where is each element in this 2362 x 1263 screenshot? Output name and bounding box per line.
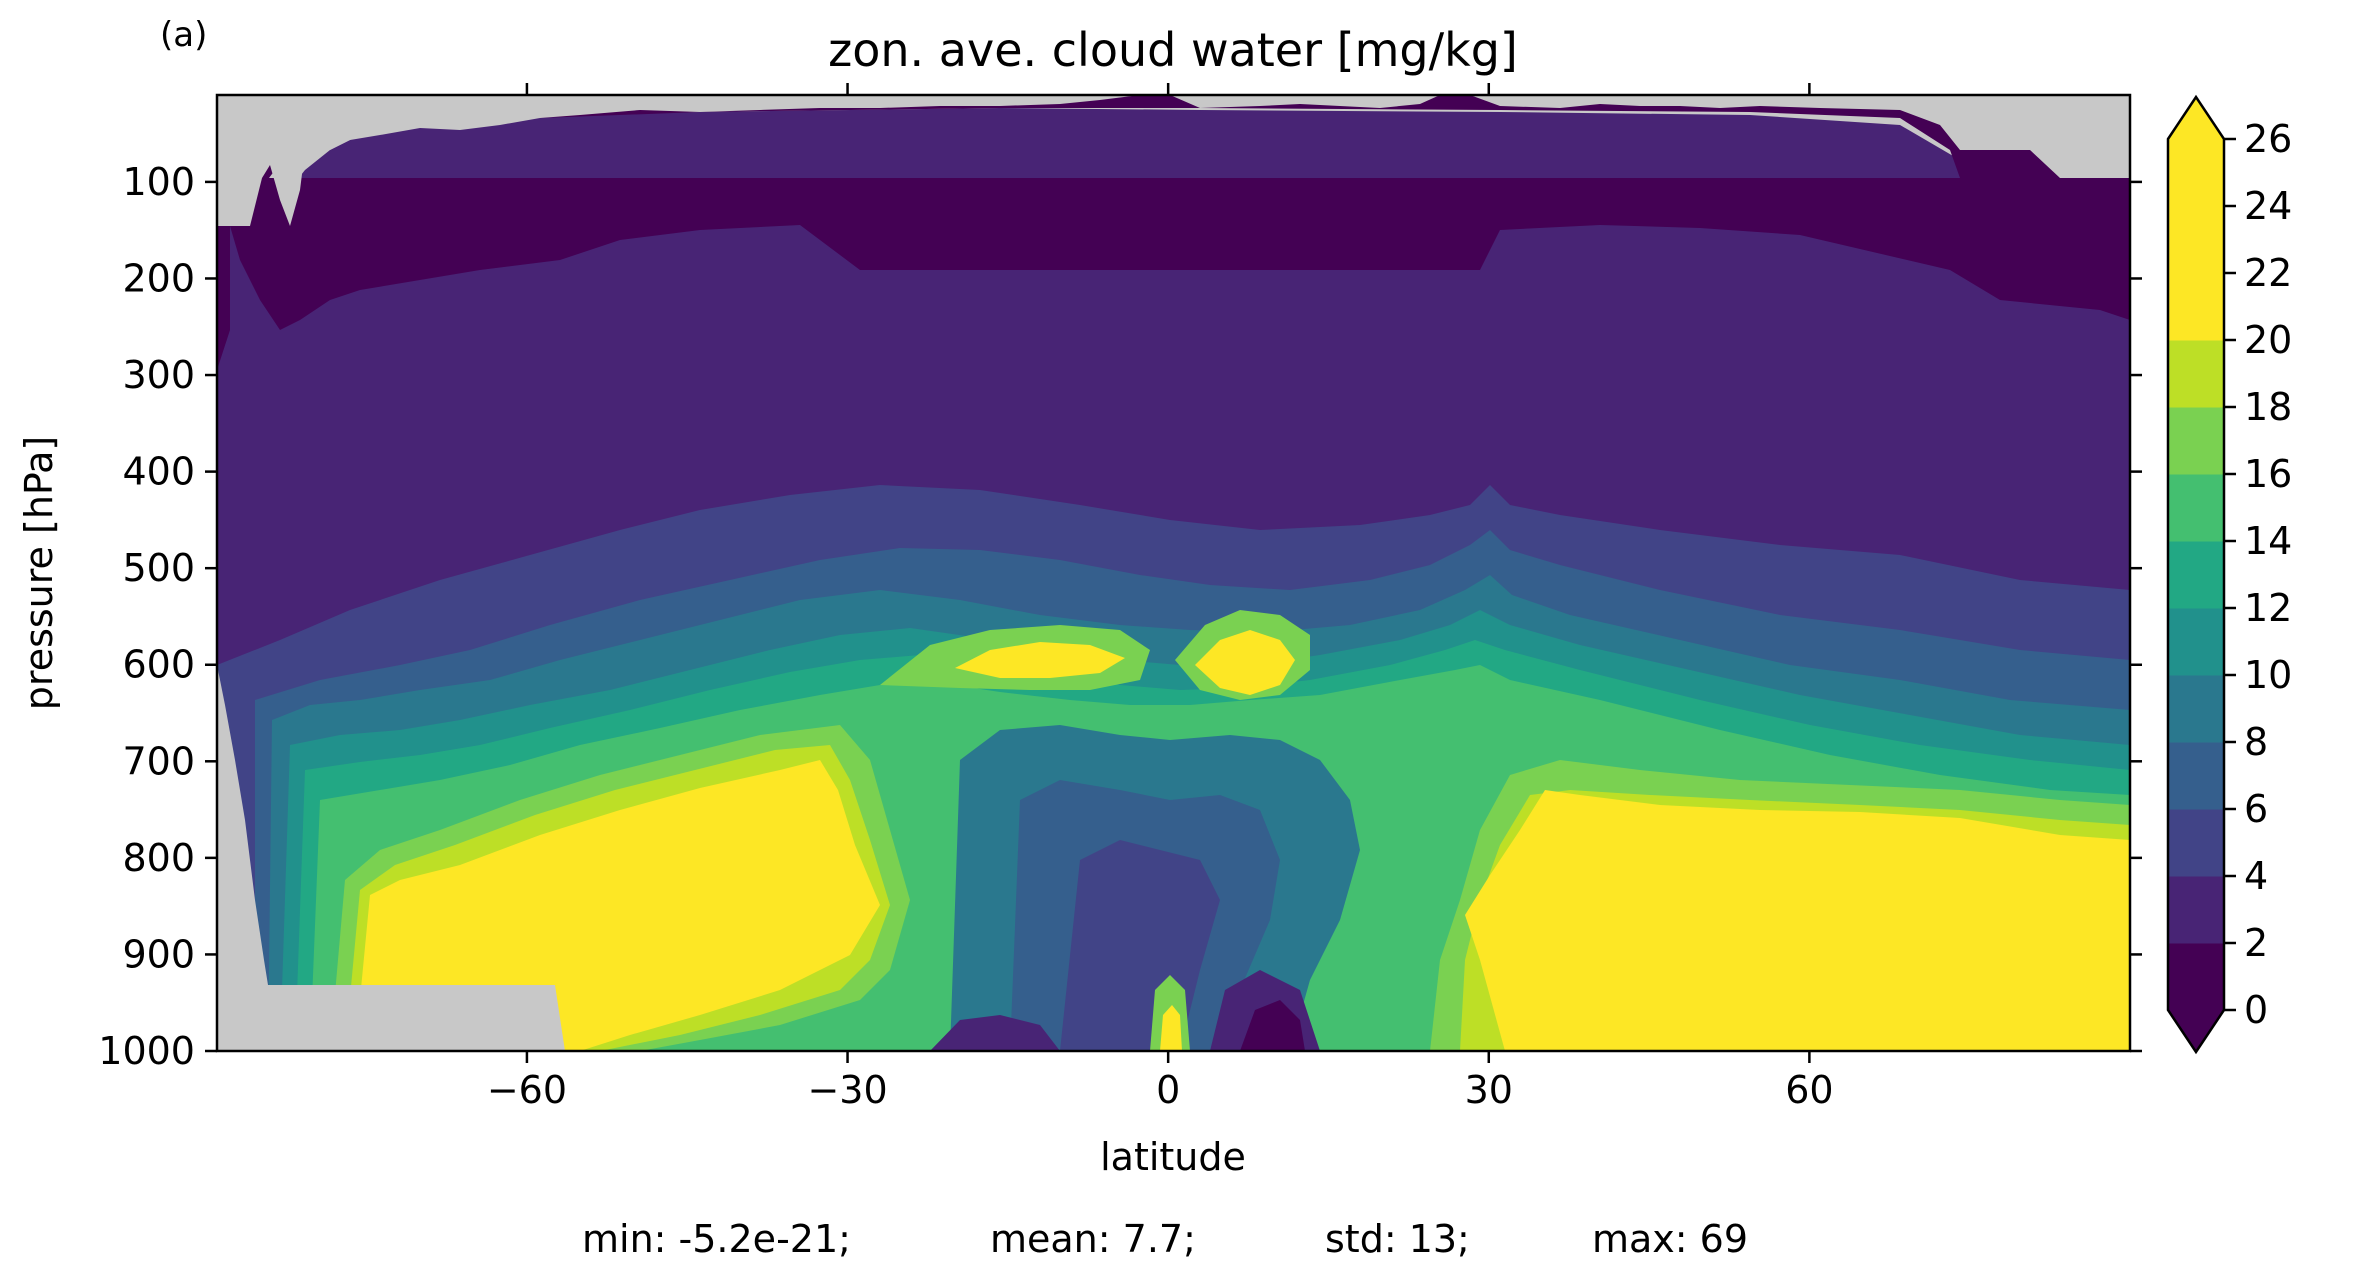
contour-plot-area [217, 95, 2130, 1051]
x-axis-label: latitude [1100, 1135, 1246, 1179]
y-tick-label: 700 [122, 739, 195, 783]
colorbar-tick-label: 0 [2244, 988, 2268, 1032]
y-tick-label: 900 [122, 932, 195, 976]
colorbar-segment [2168, 675, 2224, 743]
mid-level-max-south-eq [955, 642, 1125, 678]
y-tick-label: 600 [122, 643, 195, 687]
stat-min: min: -5.2e-21; [582, 1217, 851, 1261]
y-tick-label: 1000 [98, 1029, 195, 1073]
x-tick-label: −30 [807, 1068, 887, 1112]
stats-line: min: -5.2e-21; mean: 7.7; std: 13; max: … [582, 1217, 1748, 1261]
y-axis-right-ticks [2130, 180, 2142, 1053]
x-axis-top-ticks [525, 83, 1811, 95]
colorbar-tick-label: 6 [2244, 787, 2268, 831]
south-lobe-max [355, 760, 880, 1051]
y-tick-label: 400 [122, 450, 195, 494]
colorbar-tick-label: 14 [2244, 519, 2292, 563]
stat-mean: mean: 7.7; [990, 1217, 1196, 1261]
x-axis: −60 −30 0 30 60 [487, 1051, 1834, 1112]
y-tick-label: 800 [122, 836, 195, 880]
stat-max: max: 69 [1592, 1217, 1748, 1261]
missing-region-upper-right [1470, 95, 2130, 178]
colorbar-segment [2168, 608, 2224, 676]
colorbar-segment [2168, 943, 2224, 1011]
x-tick-label: 60 [1785, 1068, 1833, 1112]
chart-title: zon. ave. cloud water [mg/kg] [828, 23, 1518, 77]
colorbar-segment [2168, 273, 2224, 341]
stat-std: std: 13; [1325, 1217, 1470, 1261]
missing-region-upper-middle [1170, 95, 1440, 108]
y-axis: 100 200 300 400 500 600 700 800 900 1000 [98, 160, 217, 1073]
colorbar-segment [2168, 474, 2224, 542]
plot-frame [215, 93, 2132, 1053]
colorbar-tick-label: 10 [2244, 653, 2292, 697]
mid-level-max-north-eq [1195, 630, 1295, 695]
missing-region-lower-left [217, 665, 565, 1051]
near-surface-minimum-core [1240, 1000, 1305, 1051]
colorbar-segment [2168, 541, 2224, 609]
colorbar-tick-label: 24 [2244, 184, 2292, 228]
colorbar-extend-bottom [2168, 1010, 2224, 1052]
colorbar-tick-label: 18 [2244, 385, 2292, 429]
colorbar-segment [2168, 407, 2224, 475]
colorbar-tick-label: 12 [2244, 586, 2292, 630]
colorbar-segment [2168, 809, 2224, 877]
x-tick-label: 0 [1156, 1068, 1180, 1112]
y-tick-label: 500 [122, 546, 195, 590]
contour-band-top-layer [217, 178, 2130, 370]
x-tick-label: −60 [487, 1068, 567, 1112]
colorbar-segment [2168, 340, 2224, 408]
colorbar-tick-label: 4 [2244, 854, 2268, 898]
colorbar-tick-label: 16 [2244, 452, 2292, 496]
colorbar-segment [2168, 876, 2224, 944]
equatorial-surface-spike-core [1160, 1005, 1182, 1051]
colorbar-tick-label: 2 [2244, 921, 2268, 965]
north-lobe-max [1465, 790, 2130, 1051]
x-tick-label: 30 [1465, 1068, 1513, 1112]
colorbar-tick-label: 20 [2244, 318, 2292, 362]
colorbar-tick-label: 8 [2244, 720, 2268, 764]
panel-label: (a) [160, 15, 207, 55]
colorbar-tick-label: 26 [2244, 117, 2292, 161]
colorbar-segment [2168, 742, 2224, 810]
colorbar-segment [2168, 206, 2224, 274]
y-tick-label: 100 [122, 160, 195, 204]
missing-region-upper-left [217, 95, 1140, 226]
y-axis-label: pressure [hPa] [17, 436, 61, 710]
y-tick-label: 300 [122, 353, 195, 397]
colorbar-tick-label: 22 [2244, 251, 2292, 295]
southern-near-surface-minimum [930, 1015, 1060, 1051]
colorbar-extend-top [2168, 97, 2224, 139]
y-tick-label: 200 [122, 256, 195, 300]
colorbar-segment [2168, 139, 2224, 207]
